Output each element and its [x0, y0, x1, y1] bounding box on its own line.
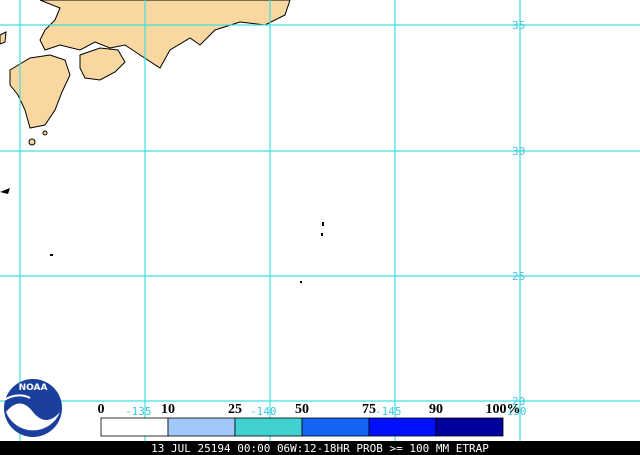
- colorbar-segment: [301, 417, 370, 437]
- footer-text: 13 JUL 25194 00:00 06W:12-18HR PROB >= 1…: [151, 442, 489, 455]
- noaa-logo: NOAA: [3, 379, 62, 437]
- land: [0, 0, 324, 283]
- longitude-label: -135: [125, 405, 152, 418]
- latitude-label: 20: [512, 395, 525, 408]
- colorbar-segment: [234, 417, 303, 437]
- colorbar-segment: [100, 417, 169, 437]
- colorbar-label: 90: [429, 402, 443, 417]
- colorbar-label: 50: [295, 402, 309, 417]
- colorbar-label: 25: [228, 402, 242, 417]
- colorbar-label: 75: [362, 402, 376, 417]
- latitude-label: 35: [512, 19, 525, 32]
- grid: [0, 0, 640, 441]
- colorbar-label: 10: [161, 402, 175, 417]
- latitude-label: 25: [512, 270, 525, 283]
- colorbar-segment: [368, 417, 437, 437]
- logo-text: NOAA: [19, 383, 48, 393]
- latitude-label: 30: [512, 145, 525, 158]
- colorbar-label: 0: [98, 402, 105, 417]
- colorbar-segment: [167, 417, 236, 437]
- footer-bar: [0, 441, 640, 455]
- longitude-label: -140: [250, 405, 277, 418]
- colorbar-segment: [435, 417, 504, 437]
- longitude-label: -150: [500, 405, 527, 418]
- colorbar-label: 100%: [486, 402, 521, 417]
- longitude-label: -145: [375, 405, 402, 418]
